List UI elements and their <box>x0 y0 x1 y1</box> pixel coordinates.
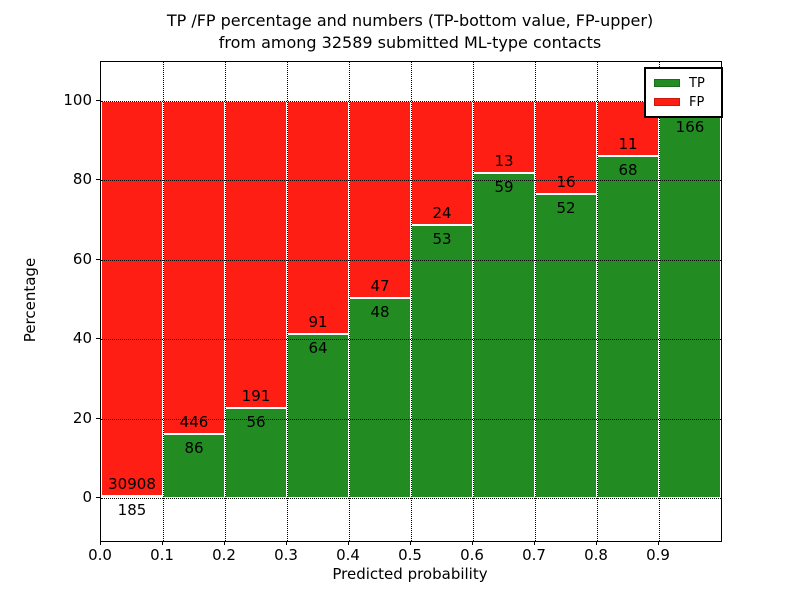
bar-segment-tp <box>535 194 597 498</box>
y-tick-mark <box>96 417 100 419</box>
y-tick-label: 40 <box>72 329 92 348</box>
fp-count-label: 11 <box>618 135 638 154</box>
bar-segment-fp <box>163 101 225 434</box>
fp-count-label: 24 <box>432 203 452 222</box>
fp-count-label: 13 <box>494 151 514 170</box>
x-tick-label: 0.9 <box>646 546 670 564</box>
y-tick-mark <box>96 338 100 340</box>
tp-swatch-icon <box>654 79 680 87</box>
x-tick-label: 0.6 <box>460 546 484 564</box>
tp-count-label: 185 <box>117 500 147 519</box>
plot-area: 30908 185 446 86 191 56 91 64 47 48 24 53 13 59 16 52 11… <box>100 61 723 542</box>
legend-item-tp: TP <box>654 74 721 92</box>
x-tick-mark <box>100 541 101 545</box>
y-tick-label: 100 <box>63 91 92 109</box>
x-tick-mark <box>162 541 163 545</box>
fp-count-label: 47 <box>370 276 390 295</box>
v-gridline <box>287 62 288 541</box>
tp-count-label: 68 <box>618 161 638 180</box>
x-axis-label: Predicted probability <box>332 565 488 583</box>
chart-title: TP /FP percentage and numbers (TP-bottom… <box>100 10 720 54</box>
bar-segment-fp <box>349 101 411 298</box>
tp-count-label: 64 <box>308 339 328 358</box>
bar-segment-tp <box>163 433 225 498</box>
x-tick-label: 0.4 <box>336 546 360 564</box>
x-tick-mark <box>472 541 473 545</box>
bar-segment-fp <box>287 101 349 335</box>
legend-label-tp: TP <box>689 75 705 91</box>
fp-count-label: 16 <box>556 173 576 192</box>
bar-segment-tp <box>101 495 163 498</box>
x-tick-mark <box>348 541 349 545</box>
bar-segment-tp <box>411 224 473 498</box>
bar-segment-fp <box>225 101 287 408</box>
y-tick-mark <box>96 258 100 260</box>
x-tick-label: 0.1 <box>150 546 174 564</box>
y-tick-mark <box>96 497 100 498</box>
v-gridline <box>225 62 226 541</box>
fp-count-label: 30908 <box>108 474 156 493</box>
v-gridline <box>349 62 350 541</box>
fp-swatch-icon <box>654 98 680 106</box>
bar-segment-tp <box>473 172 535 498</box>
tp-count-label: 56 <box>246 412 266 431</box>
tp-count-label: 166 <box>675 117 705 136</box>
chart-title-line1: TP /FP percentage and numbers (TP-bottom… <box>166 11 654 30</box>
x-tick-mark <box>286 541 287 545</box>
v-gridline <box>535 62 536 541</box>
fp-count-label: 91 <box>308 313 328 332</box>
x-tick-label: 0.5 <box>398 546 422 564</box>
y-tick-mark <box>96 100 100 101</box>
tp-count-label: 52 <box>556 199 576 218</box>
x-tick-label: 0.3 <box>274 546 298 564</box>
bar-segment-fp <box>535 101 597 195</box>
x-tick-label: 0.0 <box>88 546 112 564</box>
bar-segment-tp <box>349 297 411 498</box>
tp-count-label: 59 <box>494 177 514 196</box>
v-gridline <box>659 62 660 541</box>
y-tick-mark <box>96 179 100 181</box>
v-gridline <box>597 62 598 541</box>
legend: TP FP <box>644 67 723 118</box>
v-gridline <box>473 62 474 541</box>
x-tick-mark <box>224 541 225 545</box>
tp-count-label: 53 <box>432 229 452 248</box>
fp-count-label: 446 <box>179 412 209 431</box>
y-axis-label: Percentage <box>21 257 39 343</box>
v-gridline <box>411 62 412 541</box>
bar-segment-tp <box>287 334 349 498</box>
y-tick-label: 80 <box>72 170 92 189</box>
chart-title-line2: from among 32589 submitted ML-type conta… <box>218 33 602 52</box>
x-tick-mark <box>534 541 535 545</box>
fp-count-label: 191 <box>241 386 271 405</box>
y-tick-label: 20 <box>72 408 92 427</box>
tp-count-label: 48 <box>370 302 390 321</box>
x-tick-label: 0.7 <box>522 546 546 564</box>
legend-item-fp: FP <box>654 93 721 111</box>
bar-segment-tp <box>597 156 659 498</box>
v-gridline <box>163 62 164 541</box>
x-tick-mark <box>658 541 659 545</box>
y-tick-label: 0 <box>82 488 92 506</box>
legend-label-fp: FP <box>689 94 705 110</box>
x-tick-label: 0.8 <box>584 546 608 564</box>
bar-segment-tp <box>659 112 721 498</box>
x-tick-label: 0.2 <box>212 546 236 564</box>
x-tick-mark <box>596 541 597 545</box>
tp-count-label: 86 <box>184 438 204 457</box>
y-tick-label: 60 <box>72 249 92 268</box>
x-tick-mark <box>410 541 411 545</box>
bar-segment-fp <box>101 101 163 496</box>
